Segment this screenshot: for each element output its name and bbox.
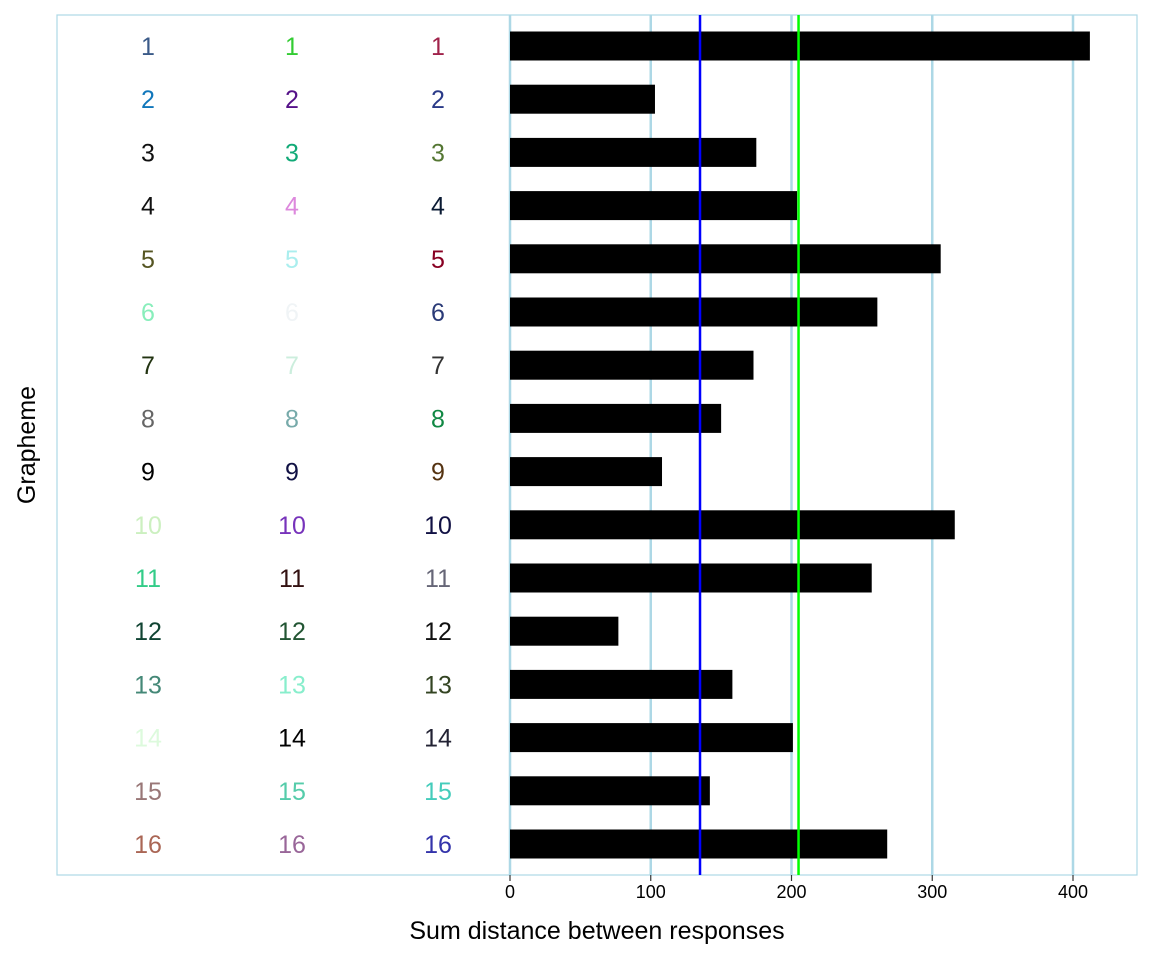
grapheme-label: 12 <box>424 618 452 646</box>
bar <box>510 669 733 699</box>
x-tick-label: 300 <box>917 882 947 902</box>
bar <box>510 297 878 327</box>
bar <box>510 31 1090 61</box>
grapheme-label: 2 <box>431 86 445 114</box>
grapheme-label: 10 <box>278 512 306 540</box>
grapheme-label: 7 <box>431 352 445 380</box>
grapheme-label: 15 <box>134 778 162 806</box>
grapheme-label: 4 <box>285 193 299 221</box>
bar <box>510 244 941 274</box>
grapheme-label: 10 <box>424 512 452 540</box>
grapheme-label: 14 <box>424 725 452 753</box>
grapheme-label: 6 <box>431 299 445 327</box>
grapheme-label: 13 <box>134 671 162 699</box>
grapheme-label: 5 <box>141 246 155 274</box>
grapheme-label: 5 <box>285 246 299 274</box>
grapheme-label: 8 <box>431 405 445 433</box>
grapheme-label: 2 <box>141 86 155 114</box>
grapheme-label: 10 <box>134 512 162 540</box>
x-axis-title: Sum distance between responses <box>409 917 784 945</box>
grapheme-label: 9 <box>141 459 155 487</box>
grapheme-label: 9 <box>285 459 299 487</box>
bar <box>510 776 710 806</box>
bar <box>510 350 754 380</box>
grapheme-label: 16 <box>134 831 162 859</box>
x-axis-ticks: 0 100 200 300 400 <box>505 875 1088 902</box>
grapheme-label: 1 <box>285 33 299 61</box>
bar <box>510 723 793 753</box>
bar <box>510 191 798 221</box>
grapheme-label: 3 <box>285 139 299 167</box>
grapheme-label: 8 <box>285 405 299 433</box>
x-tick-label: 400 <box>1058 882 1088 902</box>
grapheme-label: 12 <box>278 618 306 646</box>
y-axis-title: Grapheme <box>13 386 41 504</box>
grapheme-label: 1 <box>431 33 445 61</box>
grapheme-label: 15 <box>278 778 306 806</box>
grapheme-label: 16 <box>424 831 452 859</box>
bar <box>510 829 888 859</box>
reference-lines <box>698 15 800 875</box>
grapheme-label: 16 <box>278 831 306 859</box>
plot-panel-border <box>56 14 1138 876</box>
grapheme-label: 3 <box>141 139 155 167</box>
grapheme-label: 14 <box>278 725 306 753</box>
grapheme-label: 7 <box>141 352 155 380</box>
bar <box>510 616 619 646</box>
grapheme-label: 1 <box>141 33 155 61</box>
grapheme-label: 7 <box>285 352 299 380</box>
grapheme-label: 2 <box>285 86 299 114</box>
grapheme-label: 6 <box>141 299 155 327</box>
grapheme-label: 11 <box>279 565 305 593</box>
bar <box>510 563 872 593</box>
bars <box>510 31 1090 859</box>
bar <box>510 403 722 433</box>
grapheme-label: 4 <box>141 193 155 221</box>
bar <box>510 84 655 114</box>
bar <box>510 510 955 540</box>
grapheme-label: 13 <box>424 671 452 699</box>
grapheme-label: 12 <box>134 618 162 646</box>
x-tick-label: 200 <box>776 882 806 902</box>
grapheme-label: 4 <box>431 193 445 221</box>
bar <box>510 137 757 167</box>
grapheme-label: 11 <box>135 565 161 593</box>
x-tick-label: 100 <box>636 882 666 902</box>
grapheme-label: 6 <box>285 299 299 327</box>
grapheme-label: 5 <box>431 246 445 274</box>
grapheme-label: 8 <box>141 405 155 433</box>
bar <box>510 457 663 487</box>
x-tick-label: 0 <box>505 882 515 902</box>
grapheme-label: 3 <box>431 139 445 167</box>
grapheme-label: 9 <box>431 459 445 487</box>
grapheme-label: 15 <box>424 778 452 806</box>
grapheme-label: 11 <box>425 565 451 593</box>
grapheme-label: 14 <box>134 725 162 753</box>
grapheme-label: 13 <box>278 671 306 699</box>
